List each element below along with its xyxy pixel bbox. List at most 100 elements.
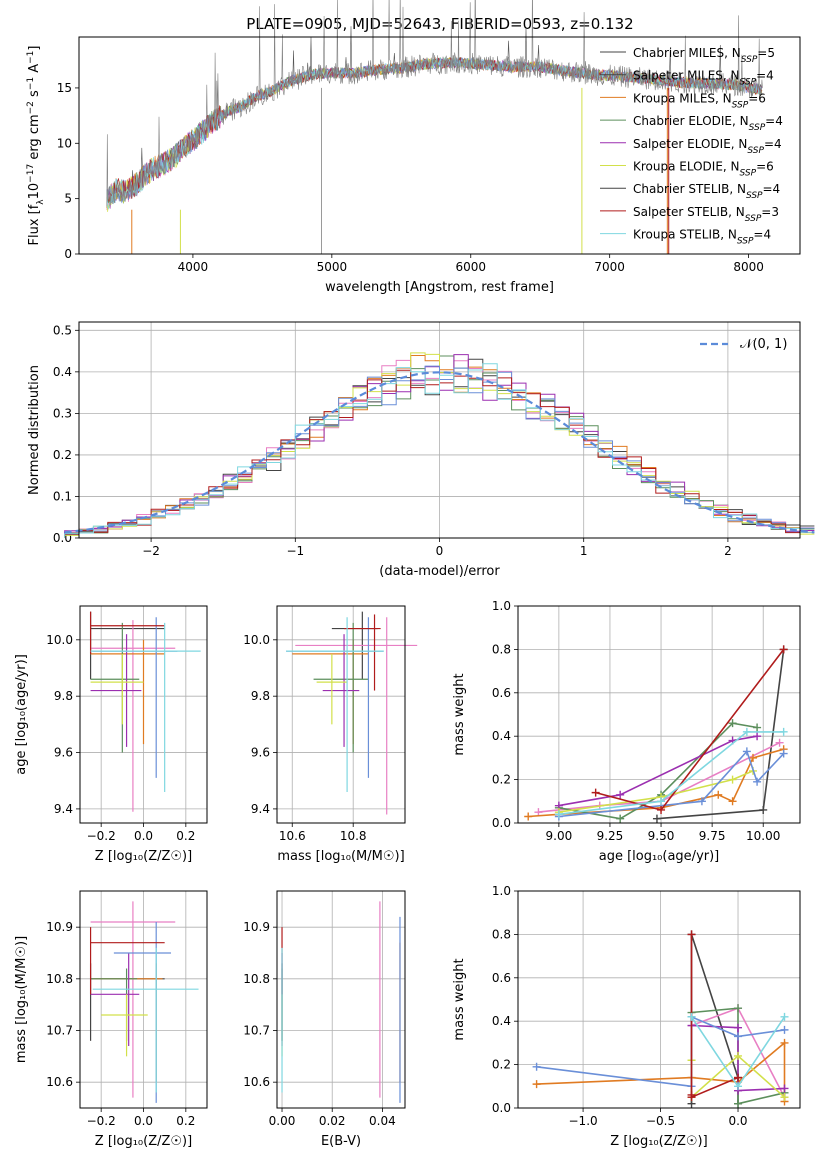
axes-frame (517, 605, 801, 824)
figure-title: PLATE=0905, MJD=52643, FIBERID=0593, z=0… (246, 15, 633, 33)
panel-mass-vs-Z: −0.2 0.0 0.2 10.6 10.7 10.8 10.9 Z [log₁₀(Z/Z☉)… (14, 890, 208, 1149)
y-tick-label: 10.0 (243, 633, 270, 647)
weight-marker (780, 1012, 789, 1021)
y-label-part: −17 (26, 164, 36, 183)
x-tick-label: 0.0 (134, 1114, 153, 1128)
x-tick-label: 9.50 (648, 829, 675, 843)
weight-marker (554, 810, 563, 819)
y-label-part: erg cm (27, 114, 42, 163)
axes-frame (78, 36, 801, 255)
x-tick-label: 0.00 (269, 1114, 296, 1128)
y-label-part: Flux [f (27, 204, 42, 245)
y-tick-label: 10 (57, 136, 72, 150)
y-label-part: −2 (26, 101, 36, 114)
legend-label-text: Chabrier MILES, N (633, 46, 741, 60)
data-point (90, 653, 144, 725)
gaussian-curve (64, 371, 815, 534)
x-tick-label: 10.6 (279, 829, 306, 843)
observed-spectrum-line (106, 0, 763, 207)
x-tick-label: −0.2 (87, 829, 116, 843)
x-tick-label: 5000 (317, 260, 348, 274)
weight-marker (753, 777, 762, 786)
legend-label: Salpeter STELIB, NSSP=3 (633, 205, 779, 224)
legend-label: Chabrier MILES, NSSP=5 (633, 46, 775, 65)
legend-label-sub: SSP (747, 146, 764, 156)
weight-marker (657, 797, 666, 806)
y-label-part: s (27, 90, 42, 101)
y-label-part: −1 (26, 51, 36, 64)
legend-label-text: Salpeter ELODIE, N (633, 137, 747, 151)
weight-marker (779, 645, 788, 654)
x-axis-label: E(B-V) (321, 1134, 361, 1149)
legend-label-text: Salpeter STELIB, N (633, 205, 745, 219)
plot-area (89, 901, 199, 1103)
weight-marker (652, 814, 661, 823)
y-tick-label: 10.6 (46, 1075, 73, 1089)
data-point (286, 617, 384, 792)
x-axis-label: Z [log₁₀(Z/Z☉)] (95, 849, 192, 864)
x-tick-label: 0 (436, 544, 444, 558)
weight-marker (532, 1080, 541, 1089)
axes-frame (78, 321, 801, 539)
y-tick-label: 10.6 (243, 1075, 270, 1089)
x-tick-label: 10.00 (746, 829, 780, 843)
y-axis-label: mass [log₁₀(M/M☉)] (14, 936, 29, 1063)
axes-frame (276, 605, 406, 824)
x-axis-label: wavelength [Angstrom, rest frame] (325, 280, 554, 295)
y-tick-label: 0 (64, 247, 72, 261)
data-point (313, 622, 369, 753)
axes-frame (517, 890, 801, 1109)
y-tick-label: 10.9 (243, 920, 270, 934)
data-point (89, 927, 165, 995)
legend-label-count: =4 (763, 182, 781, 196)
x-tick-label: −1 (286, 544, 304, 558)
y-tick-label: 0.4 (53, 365, 72, 379)
weight-marker (728, 775, 737, 784)
plot-area (532, 930, 789, 1108)
data-point (90, 901, 176, 1098)
y-tick-label: 10.9 (46, 920, 73, 934)
data-point (90, 620, 176, 812)
legend-label: Kroupa STELIB, NSSP=4 (633, 228, 771, 247)
legend-label-text: Kroupa STELIB, N (633, 228, 737, 242)
panel-spectrum: 4000 5000 6000 7000 8000 0 5 10 15 wavelength [An… (26, 0, 801, 295)
legend-label-sub: SSP (737, 237, 754, 247)
legend-label: Chabrier ELODIE, NSSP=4 (633, 114, 783, 133)
legend-label-count: =4 (753, 228, 771, 242)
y-tick-label: 0.2 (492, 773, 511, 787)
x-axis-label: (data-model)/error (379, 564, 500, 579)
data-point (89, 611, 165, 654)
panel-weight-vs-age: 9.00 9.25 9.50 9.75 10.00 0.0 0.2 0.4 0.6 0.8 1.0 a… (452, 599, 801, 864)
legend-label-count: =3 (761, 205, 779, 219)
weight-line (558, 731, 784, 816)
y-tick-label: 10.7 (243, 1024, 270, 1038)
x-tick-label: 9.00 (546, 829, 573, 843)
y-tick-label: 0.2 (53, 448, 72, 462)
panel-age-vs-mass: 10.6 10.8 9.4 9.6 9.8 10.0 mass [log₁₀(M/M☉)] (243, 605, 418, 864)
weight-marker (532, 1062, 541, 1071)
y-tick-label: 10.8 (243, 972, 270, 986)
weight-marker (753, 732, 762, 741)
weight-marker (687, 1012, 696, 1021)
y-tick-label: 10.0 (46, 633, 73, 647)
y-axis-label: age [log₁₀(age/yr)] (14, 654, 29, 775)
x-axis-label: age [log₁₀(age/yr)] (599, 849, 720, 864)
plot-area (286, 611, 418, 815)
y-tick-label: 0.0 (492, 1101, 511, 1115)
x-tick-label: 0.02 (319, 1114, 346, 1128)
x-tick-label: 10.8 (340, 829, 367, 843)
plot-area (281, 901, 401, 1103)
legend-label-count: =4 (764, 137, 782, 151)
y-tick-label: 0.4 (492, 1014, 511, 1028)
y-tick-label: 0.4 (492, 729, 511, 743)
y-label-part: 10 (27, 183, 42, 200)
y-tick-label: 0.8 (492, 927, 511, 941)
legend-label-sub: SSP (740, 78, 757, 88)
legend-label-count: =5 (757, 46, 775, 60)
y-tick-label: 0.1 (53, 489, 72, 503)
plot-area (89, 611, 201, 812)
legend-label-text: Salpeter MILES, N (633, 69, 740, 83)
x-tick-label: 0.04 (369, 1114, 396, 1128)
axes-frame (79, 605, 208, 824)
